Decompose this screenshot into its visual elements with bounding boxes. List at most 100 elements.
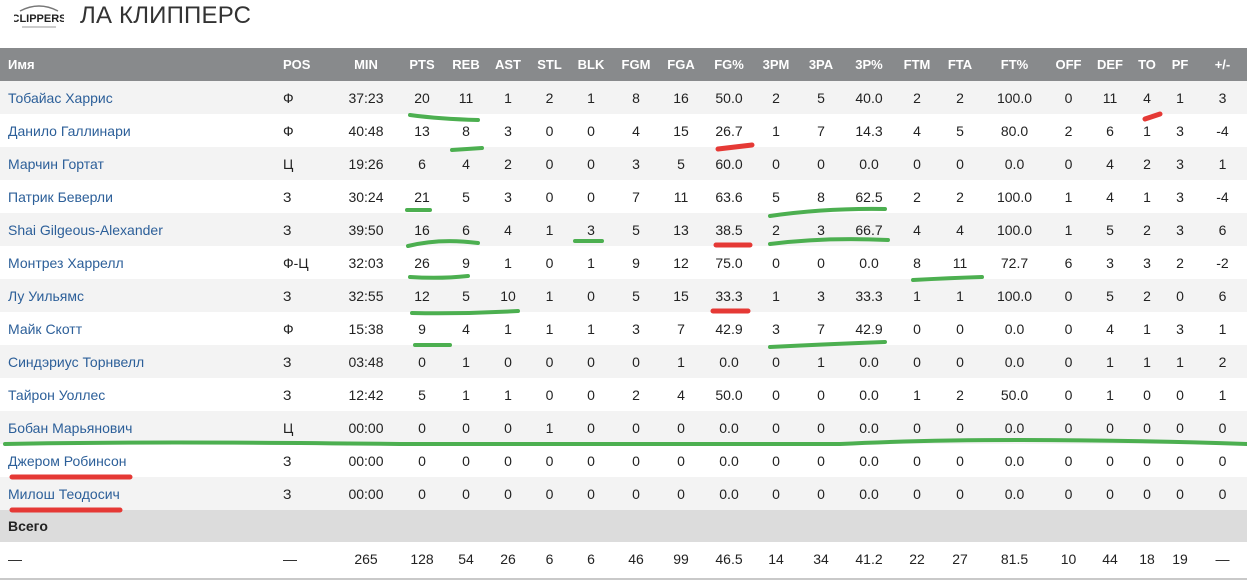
stat-cell: 0.0 <box>719 485 739 502</box>
stat-cell: 0 <box>1176 452 1184 469</box>
stat-cell: 0 <box>418 485 426 502</box>
player-name-link[interactable]: Милош Теодосич <box>8 485 120 502</box>
player-name-link[interactable]: Shai Gilgeous-Alexander <box>8 221 163 238</box>
stat-cell: 6 <box>418 155 426 172</box>
column-header[interactable]: 3PM <box>762 57 790 72</box>
total-cell: 54 <box>458 550 474 567</box>
stat-cell: 1 <box>956 287 964 304</box>
stat-cell: 50.0 <box>715 386 743 403</box>
stat-cell: 11 <box>458 89 474 106</box>
stat-cell: 1 <box>1064 221 1073 238</box>
column-header[interactable]: FTM <box>903 57 931 72</box>
column-header[interactable]: POS <box>283 57 311 72</box>
player-name-link[interactable]: Марчин Гортат <box>8 155 104 172</box>
stat-cell: 3 <box>1176 122 1184 139</box>
column-header[interactable]: FT% <box>1000 57 1029 72</box>
player-row: Тобайас Харрис Ф 37:23 20 11 1 2 1 8 16 50.0 2 5 40.0… <box>0 81 1247 114</box>
stat-cell: 2 <box>772 89 780 106</box>
player-name-link[interactable]: Джером Робинсон <box>8 452 127 469</box>
stat-cell: 0 <box>587 485 595 502</box>
player-name-link[interactable]: Лу Уильямс <box>8 287 84 304</box>
total-cell: 128 <box>410 550 434 567</box>
stat-cell: 0 <box>545 485 554 502</box>
stat-cell: 3 <box>504 122 512 139</box>
total-cell: 46.5 <box>715 550 743 567</box>
position-cell: Ф-Ц <box>283 254 309 271</box>
stat-cell: 0 <box>913 419 921 436</box>
player-name-link[interactable]: Майк Скотт <box>8 320 83 337</box>
player-name-link[interactable]: Монтрез Харрелл <box>8 254 124 271</box>
total-cell: — <box>8 550 22 567</box>
stat-cell: 1 <box>913 287 921 304</box>
totals-row: — — 265 128 54 26 6 6 46 99 46.5 14 34 41.2 22 27 81.5 10… <box>0 542 1247 575</box>
stat-cell: 0 <box>1064 386 1073 403</box>
stat-cell: 0 <box>545 353 554 370</box>
stat-cell: 0 <box>772 386 780 403</box>
stat-cell: 14.3 <box>855 122 883 139</box>
column-header[interactable]: REB <box>452 57 480 72</box>
stat-cell: 0.0 <box>719 452 739 469</box>
column-header[interactable]: FGM <box>621 57 651 72</box>
position-cell: Ф <box>283 122 294 139</box>
team-title: ЛА КЛИППЕРС <box>80 2 252 29</box>
stat-cell: 0 <box>545 452 554 469</box>
stat-cell: 0 <box>913 452 921 469</box>
column-header[interactable]: BLK <box>577 57 605 72</box>
stat-cell: 3 <box>587 221 595 238</box>
column-header[interactable]: FTA <box>947 57 973 72</box>
stat-cell: 4 <box>913 221 921 238</box>
stat-cell: 00:00 <box>348 485 384 502</box>
column-header[interactable]: OFF <box>1055 57 1082 72</box>
player-name-link[interactable]: Бобан Марьянович <box>8 419 133 436</box>
stat-cell: 72.7 <box>1000 254 1029 271</box>
column-header[interactable]: FG% <box>714 57 744 72</box>
column-header[interactable]: PF <box>1171 57 1189 72</box>
stat-cell: 3 <box>632 155 640 172</box>
column-header[interactable]: +/- <box>1214 57 1231 72</box>
stat-cell: 13 <box>673 221 689 238</box>
stat-cell: 2 <box>545 89 554 106</box>
stat-cell: 7 <box>817 320 825 337</box>
column-header[interactable]: FGA <box>667 57 695 72</box>
stat-cell: 2 <box>913 188 921 205</box>
total-cell: 27 <box>952 550 968 567</box>
column-header[interactable]: PTS <box>409 57 435 72</box>
stat-cell: 0 <box>632 353 640 370</box>
stat-cell: 9 <box>418 320 426 337</box>
stat-cell: 0 <box>772 485 780 502</box>
stat-cell: 0 <box>913 485 921 502</box>
stat-cell: 0 <box>956 353 964 370</box>
column-header[interactable]: TO <box>1138 57 1156 72</box>
stat-cell: 3 <box>632 320 640 337</box>
stat-cell: 100.0 <box>996 89 1033 106</box>
stat-cell: 8 <box>913 254 921 271</box>
total-cell: 99 <box>673 550 689 567</box>
stat-cell: 8 <box>817 188 825 205</box>
stat-cell: 11 <box>952 254 968 271</box>
column-header[interactable]: Имя <box>8 57 35 72</box>
player-name-link[interactable]: Патрик Беверли <box>8 188 113 205</box>
player-name-link[interactable]: Тайрон Уоллес <box>8 386 106 403</box>
column-header[interactable]: 3P% <box>855 57 883 72</box>
stat-cell: 38.5 <box>715 221 743 238</box>
player-name-link[interactable]: Синдэриус Торнвелл <box>8 353 145 370</box>
stat-cell: 20 <box>414 89 430 106</box>
position-cell: Ф <box>283 320 294 337</box>
stat-cell: 1 <box>462 353 470 370</box>
stat-cell: 0 <box>545 254 554 271</box>
position-cell: З <box>283 485 292 502</box>
player-name-link[interactable]: Данило Галлинари <box>8 122 131 139</box>
stat-cell: 0 <box>817 452 825 469</box>
column-header[interactable]: AST <box>495 57 521 72</box>
column-header[interactable]: STL <box>537 57 562 72</box>
stat-cell: 2 <box>913 89 921 106</box>
stat-cell: 0 <box>504 485 512 502</box>
column-header[interactable]: 3PA <box>808 57 834 72</box>
stat-cell: 0 <box>1143 419 1151 436</box>
player-name-link[interactable]: Тобайас Харрис <box>8 89 113 106</box>
column-header[interactable]: MIN <box>354 57 378 72</box>
column-header[interactable]: DEF <box>1097 57 1123 72</box>
stat-cell: 3 <box>1176 188 1184 205</box>
stat-cell: 3 <box>817 221 825 238</box>
total-cell: 26 <box>500 550 516 567</box>
